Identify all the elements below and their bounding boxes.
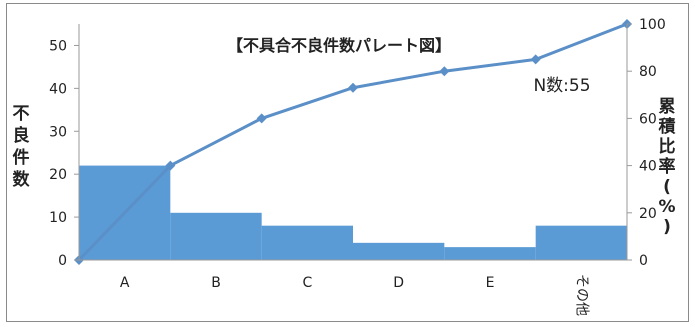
cumulative-point-3 [348,82,358,93]
right-tick-label: 20 [639,206,657,222]
x-tick-label: B [211,275,221,291]
right-tick-label: 100 [639,17,666,33]
right-tick-label: 60 [639,111,657,127]
cumulative-point-5 [530,54,541,65]
left-tick-label: 30 [49,124,67,140]
right-tick-label: 80 [639,64,657,80]
left-axis-ticks: 0 10 20 30 40 50 [49,38,79,269]
chart-frame: 0 10 20 30 40 50 0 20 40 60 80 100 A B C D E その他 【不具合不良… [6,3,689,322]
left-tick-label: 40 [49,81,67,97]
cumulative-point-2 [256,113,267,124]
axes [78,24,628,261]
x-tick-label: その他 [573,274,589,316]
bar-C [261,225,353,260]
right-tick-label: 40 [639,159,657,175]
x-axis-ticks: A B C D E その他 [120,274,589,316]
left-tick-label: 0 [58,253,67,269]
cumulative-point-4 [439,66,450,77]
left-axis-label: 不良件数 [13,104,31,190]
bar-D [353,242,445,260]
right-axis-ticks: 0 20 40 60 80 100 [627,17,666,269]
right-axis-label-text: 累積比率(%) [658,97,676,237]
bar-E [444,247,536,260]
x-tick-label: C [302,275,312,291]
pareto-chart: 0 10 20 30 40 50 0 20 40 60 80 100 A B C D E その他 【不具合不良… [13,17,677,316]
bar-B [170,212,262,260]
left-tick-label: 50 [49,38,67,54]
bar-その他 [535,225,627,260]
chart-title: 【不具合不良件数パレート図】 [227,36,451,55]
x-tick-label: E [486,275,495,291]
x-tick-label: D [393,275,404,291]
bar-series [79,165,627,260]
left-tick-label: 20 [49,167,67,183]
right-axis-label: 累積比率(%) [658,97,676,237]
left-axis-label-text: 不良件数 [13,104,31,190]
sample-count-annotation: N数:55 [533,76,590,96]
left-tick-label: 10 [49,210,67,226]
cumulative-point-1 [165,160,176,171]
x-tick-label: A [120,275,130,291]
right-tick-label: 0 [639,253,648,269]
